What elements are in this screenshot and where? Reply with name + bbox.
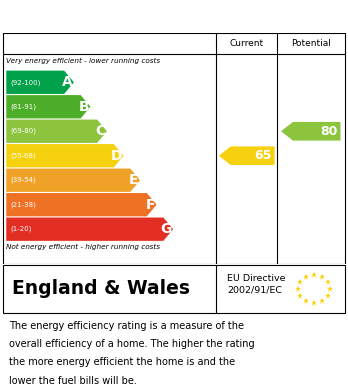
Text: the more energy efficient the home is and the: the more energy efficient the home is an… [9, 357, 235, 368]
Text: (55-68): (55-68) [10, 152, 36, 159]
Text: E: E [129, 173, 139, 187]
Text: 65: 65 [254, 149, 272, 162]
Text: (21-38): (21-38) [10, 201, 36, 208]
Polygon shape [6, 169, 140, 192]
Text: (39-54): (39-54) [10, 177, 36, 183]
Text: Potential: Potential [291, 39, 331, 48]
Text: A: A [62, 75, 72, 89]
Polygon shape [281, 122, 340, 141]
Polygon shape [6, 144, 124, 167]
Text: lower the fuel bills will be.: lower the fuel bills will be. [9, 376, 136, 386]
Text: (92-100): (92-100) [10, 79, 41, 86]
Text: (1-20): (1-20) [10, 226, 32, 232]
Text: Very energy efficient - lower running costs: Very energy efficient - lower running co… [6, 58, 160, 64]
Text: overall efficiency of a home. The higher the rating: overall efficiency of a home. The higher… [9, 339, 254, 349]
Text: Not energy efficient - higher running costs: Not energy efficient - higher running co… [6, 244, 160, 250]
Text: EU Directive
2002/91/EC: EU Directive 2002/91/EC [227, 274, 285, 295]
Text: D: D [111, 149, 122, 163]
Text: Energy Efficiency Rating: Energy Efficiency Rating [9, 9, 219, 24]
Text: C: C [95, 124, 105, 138]
Text: England & Wales: England & Wales [12, 279, 190, 298]
Text: G: G [160, 222, 172, 236]
Text: The energy efficiency rating is a measure of the: The energy efficiency rating is a measur… [9, 321, 244, 331]
Text: Current: Current [230, 39, 264, 48]
Text: (69-80): (69-80) [10, 128, 37, 135]
Text: 80: 80 [320, 125, 338, 138]
Polygon shape [219, 146, 275, 165]
Polygon shape [6, 95, 90, 118]
Text: F: F [146, 198, 155, 212]
Polygon shape [6, 71, 74, 94]
Polygon shape [6, 120, 107, 143]
Text: B: B [78, 100, 89, 114]
Polygon shape [6, 217, 173, 241]
Polygon shape [6, 193, 157, 216]
Text: (81-91): (81-91) [10, 104, 37, 110]
